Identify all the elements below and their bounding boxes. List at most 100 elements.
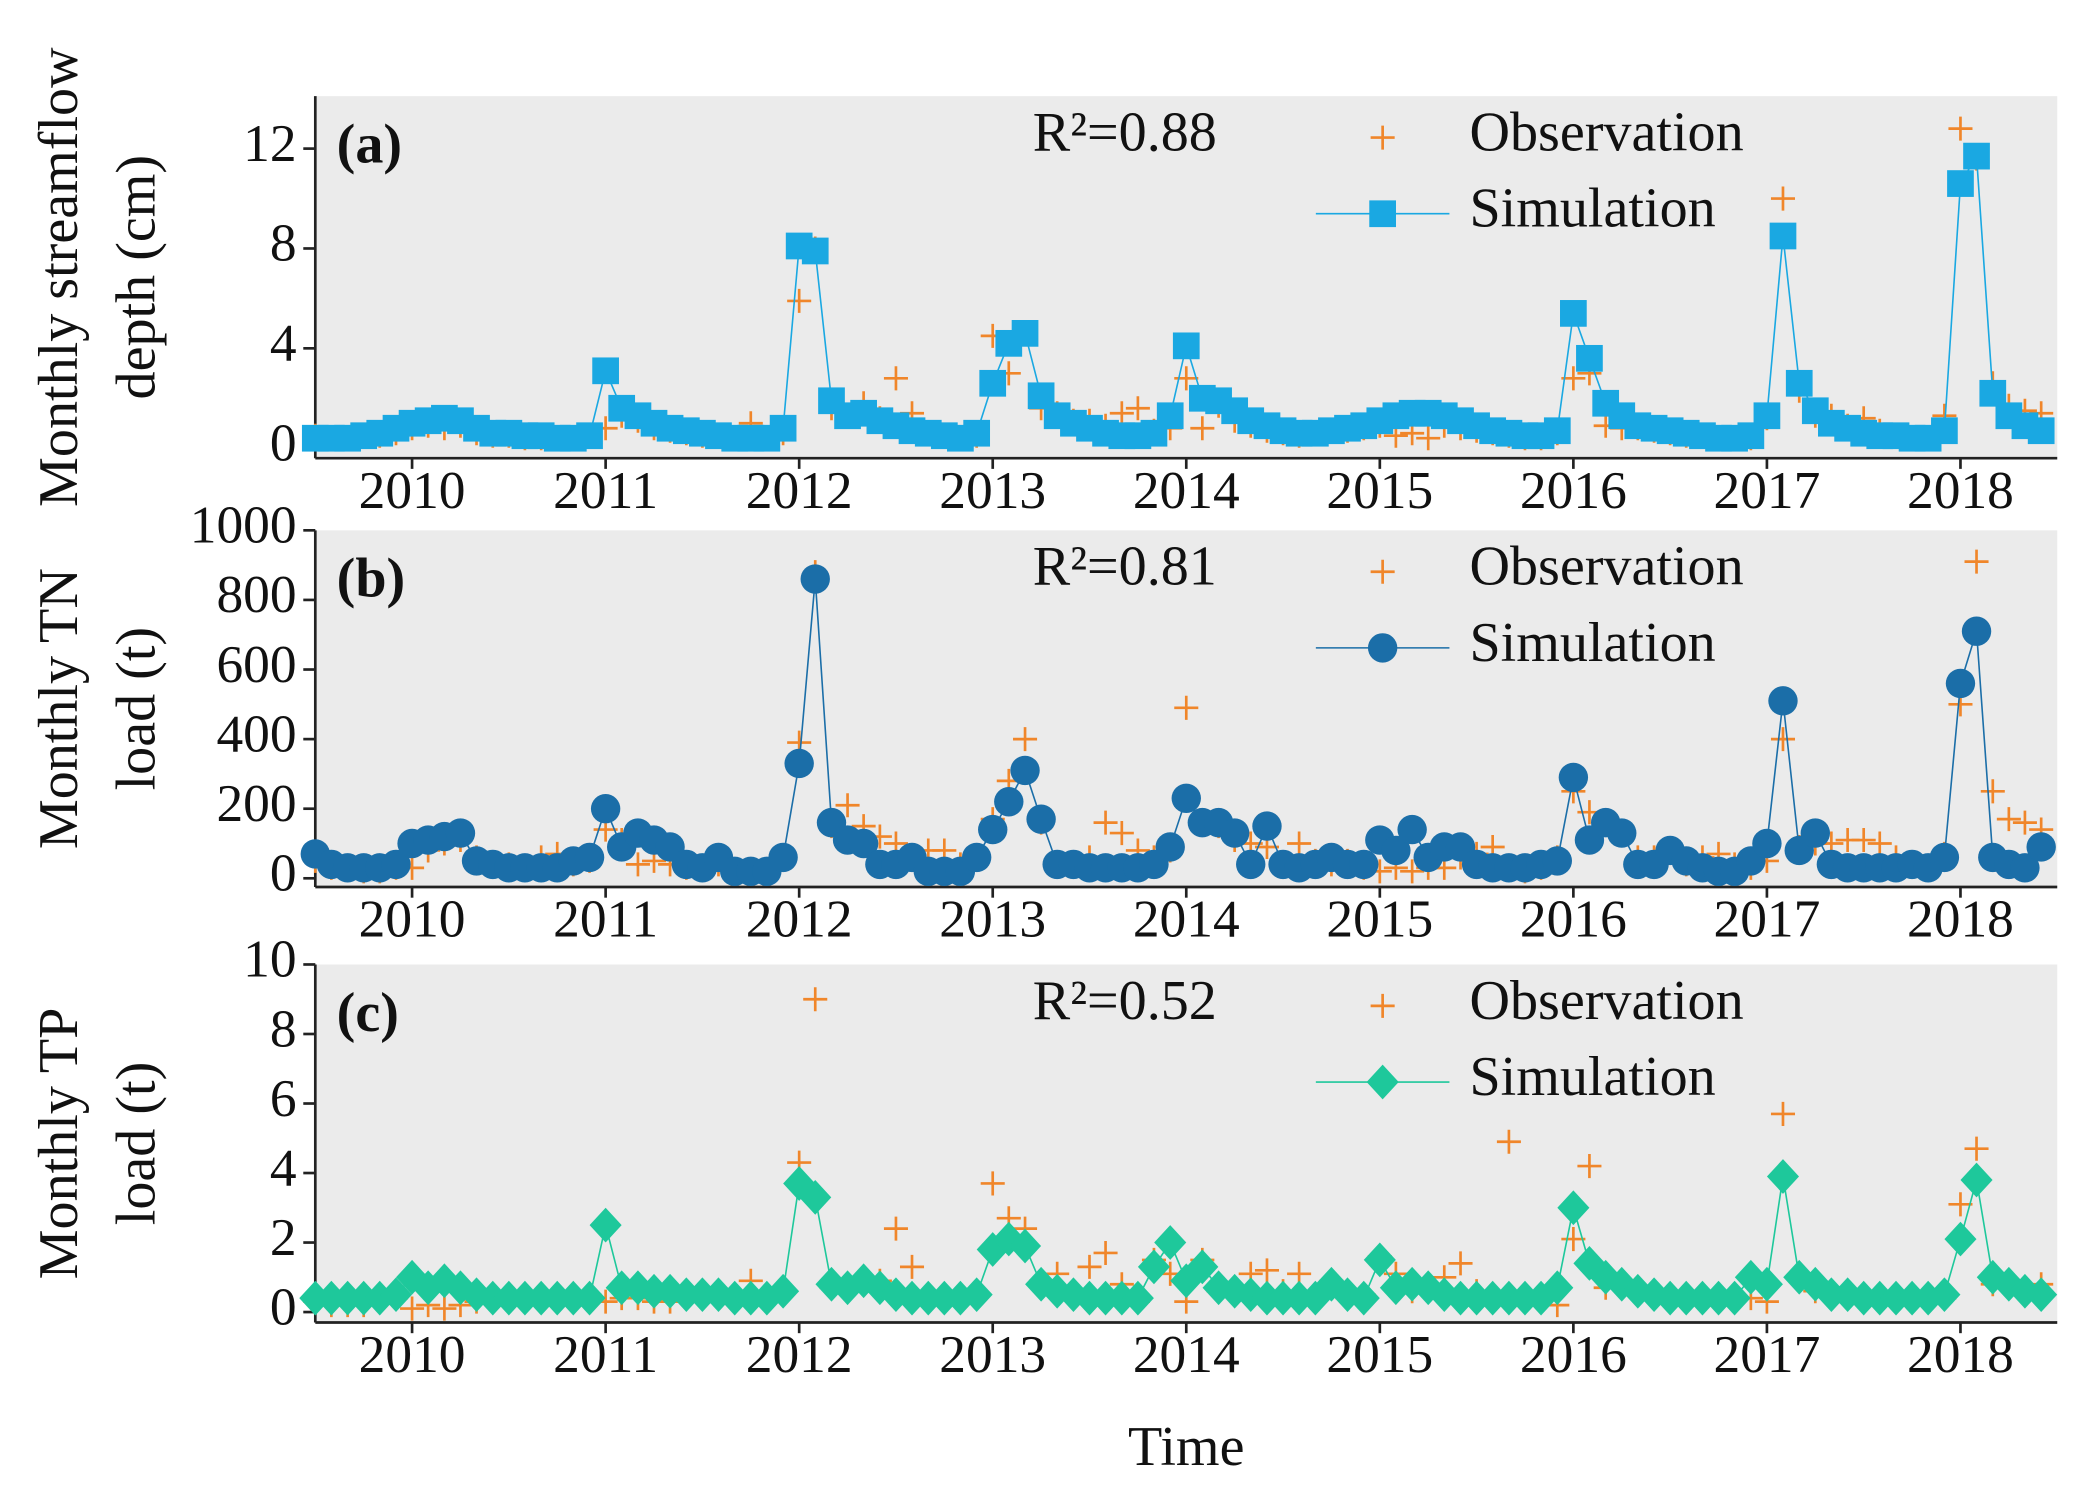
marker <box>1093 810 1118 835</box>
marker <box>1156 402 1184 430</box>
marker <box>1607 818 1637 848</box>
legend-marker <box>1370 125 1395 150</box>
marker <box>912 1280 945 1316</box>
x-axis-label: Time <box>1128 1416 1244 1478</box>
marker <box>1718 1280 1751 1316</box>
x-tick-label: 2010 <box>359 460 466 520</box>
marker <box>1525 1280 1558 1316</box>
marker <box>994 787 1024 817</box>
marker <box>1542 846 1572 876</box>
legend-marker <box>1367 633 1398 663</box>
marker <box>848 828 879 859</box>
marker <box>381 849 411 880</box>
x-tick-label: 2013 <box>939 1324 1046 1384</box>
marker <box>1770 1101 1796 1126</box>
x-tick-label: 2017 <box>1713 460 1820 520</box>
marker <box>1770 186 1796 211</box>
marker <box>1154 1225 1187 1260</box>
marker <box>590 794 621 824</box>
marker <box>1347 1280 1380 1316</box>
marker <box>1541 1270 1574 1306</box>
marker <box>1948 116 1973 141</box>
marker <box>895 1280 929 1316</box>
annotation: R²=0.52 <box>1033 970 1217 1032</box>
marker <box>1561 366 1586 391</box>
marker <box>750 1280 783 1316</box>
marker <box>1702 1280 1735 1316</box>
marker <box>1896 1280 1929 1316</box>
marker <box>1448 1251 1473 1276</box>
marker <box>944 1280 977 1316</box>
marker <box>1768 686 1798 716</box>
marker <box>1558 762 1589 793</box>
panel-label: (c) <box>337 982 399 1044</box>
y-tick-label: 0 <box>270 843 297 903</box>
marker <box>2025 1277 2058 1313</box>
marker <box>899 1254 925 1279</box>
x-tick-label: 2010 <box>359 889 466 949</box>
marker <box>883 1216 908 1241</box>
marker <box>541 1280 574 1316</box>
annotation: R²=0.88 <box>1033 101 1217 163</box>
marker <box>592 357 619 385</box>
x-tick-label: 2014 <box>1133 889 1240 949</box>
x-tick-label: 2018 <box>1907 889 2014 949</box>
marker <box>379 1277 413 1313</box>
marker <box>331 1280 364 1316</box>
marker <box>1577 1154 1602 1179</box>
y-tick-label: 400 <box>216 703 296 763</box>
y-tick-label: 8 <box>270 998 297 1058</box>
y-axis-label: Monthly TP <box>28 1008 90 1280</box>
y-tick-label: 0 <box>270 1276 297 1336</box>
marker <box>1961 616 1992 646</box>
marker <box>625 852 650 877</box>
marker <box>1963 142 1990 170</box>
legend-label: Observation <box>1469 970 1743 1032</box>
x-tick-label: 2012 <box>746 889 853 949</box>
marker <box>1560 300 1587 327</box>
y-axis-label: load (t) <box>106 627 168 791</box>
marker <box>557 1280 590 1316</box>
marker <box>2010 853 2040 883</box>
legend-marker <box>1370 559 1395 584</box>
y-tick-label: 0 <box>270 412 297 472</box>
plot-area <box>315 96 2058 459</box>
marker <box>1851 828 1876 853</box>
y-tick-label: 8 <box>270 213 297 273</box>
y-tick-label: 200 <box>216 773 296 833</box>
marker <box>803 987 828 1012</box>
x-tick-label: 2013 <box>939 460 1046 520</box>
marker <box>1077 1254 1102 1279</box>
x-tick-label: 2014 <box>1133 1324 1240 1384</box>
legend-label: Simulation <box>1469 178 1715 240</box>
marker <box>1109 821 1134 846</box>
y-tick-label: 4 <box>270 313 297 373</box>
marker <box>1543 417 1571 445</box>
legend-marker <box>1370 993 1395 1018</box>
marker <box>1476 1280 1509 1316</box>
y-tick-label: 12 <box>243 113 296 173</box>
marker <box>963 419 991 447</box>
x-tick-label: 2011 <box>553 1324 658 1384</box>
marker <box>928 1280 961 1316</box>
marker <box>768 842 798 873</box>
marker <box>1172 332 1200 360</box>
marker <box>1137 1249 1170 1285</box>
legend-label: Observation <box>1469 536 1743 598</box>
marker <box>1397 814 1427 845</box>
legend-label: Observation <box>1469 101 1743 163</box>
x-tick-label: 2018 <box>1907 1324 2014 1384</box>
marker <box>835 793 860 818</box>
marker <box>1686 1280 1719 1316</box>
marker <box>1670 1280 1703 1316</box>
x-tick-label: 2017 <box>1713 1324 1820 1384</box>
x-tick-label: 2012 <box>746 1324 853 1384</box>
x-tick-label: 2013 <box>939 889 1046 949</box>
marker <box>1979 379 2007 407</box>
marker <box>1026 804 1056 834</box>
marker <box>1980 779 2005 804</box>
x-tick-label: 2018 <box>1907 460 2014 520</box>
marker <box>1155 832 1185 862</box>
x-tick-label: 2015 <box>1326 889 1433 949</box>
marker <box>476 1280 509 1316</box>
